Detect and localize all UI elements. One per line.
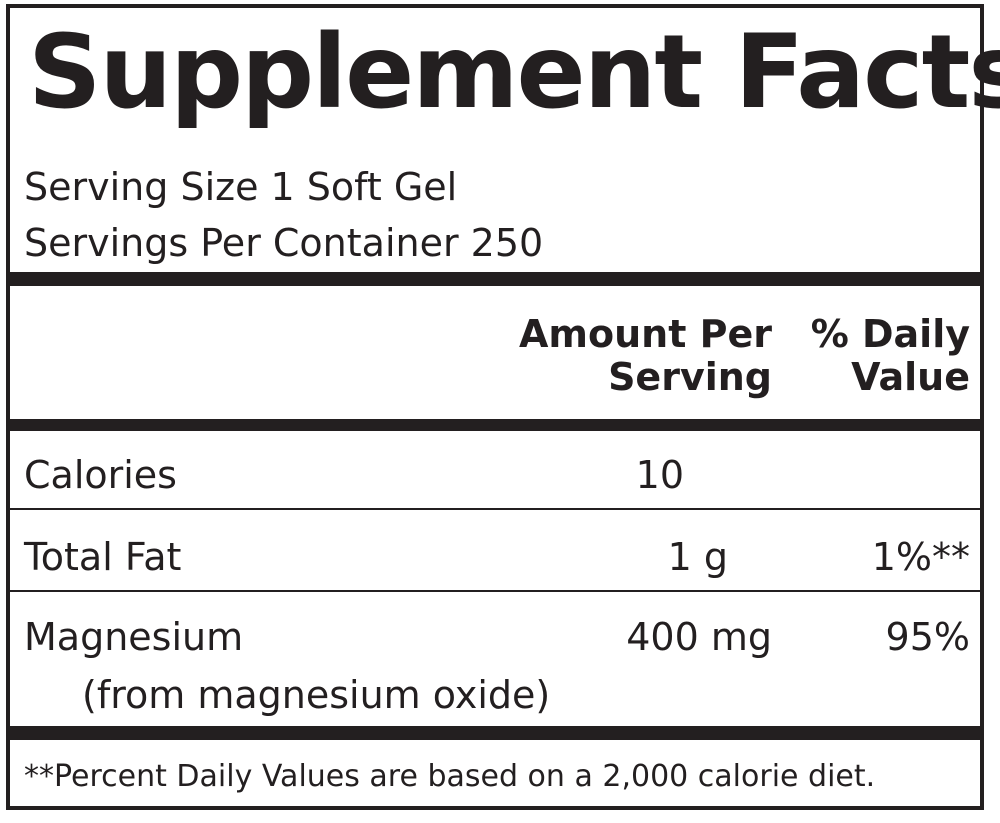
dv-header-line1: % Daily	[810, 312, 970, 356]
divider-thick-top	[10, 272, 980, 286]
row-magnesium-source: (from magnesium oxide)	[82, 673, 551, 717]
row-divider	[10, 508, 980, 510]
row-total-fat-dv: 1%**	[871, 535, 970, 579]
row-magnesium-amount: 400 mg	[626, 615, 772, 659]
row-calories-amount: 10	[635, 453, 684, 497]
panel-title: Supplement Facts	[28, 13, 1000, 132]
row-magnesium-dv: 95%	[885, 615, 970, 659]
amount-per-serving-header: Amount Per Serving	[519, 313, 772, 398]
row-magnesium-name: Magnesium	[24, 615, 244, 659]
divider-thick-header	[10, 419, 980, 431]
daily-value-header: % Daily Value	[811, 313, 970, 398]
footnote: **Percent Daily Values are based on a 2,…	[24, 759, 876, 794]
row-divider	[10, 590, 980, 592]
divider-thick-bottom	[10, 726, 980, 740]
servings-per-container: Servings Per Container 250	[24, 221, 544, 265]
amount-header-line2: Serving	[608, 354, 772, 399]
supplement-facts-panel: Supplement Facts Serving Size 1 Soft Gel…	[6, 4, 1000, 810]
row-total-fat-amount: 1 g	[667, 535, 728, 579]
amount-header-line1: Amount Per	[519, 312, 772, 356]
row-total-fat-name: Total Fat	[24, 535, 182, 579]
serving-size: Serving Size 1 Soft Gel	[24, 165, 458, 209]
row-calories-name: Calories	[24, 453, 177, 497]
dv-header-line2: Value	[851, 354, 970, 399]
